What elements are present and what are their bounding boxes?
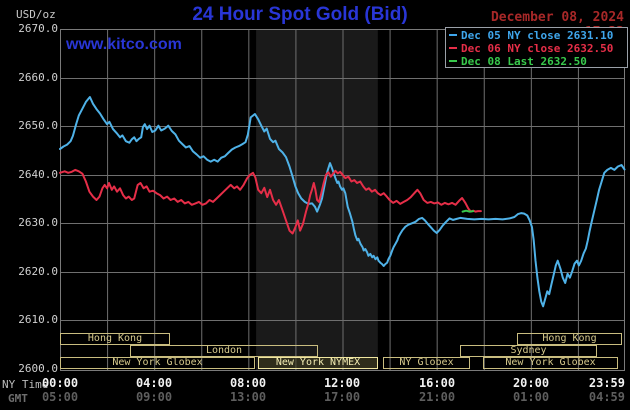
session-box-ny-globex-late: New York Globex [483, 357, 618, 369]
kitco-watermark-link[interactable]: www.kitco.com [66, 36, 182, 53]
ny-time-row-label: NY Time [2, 378, 49, 391]
y-axis-label: 2600.0 [18, 362, 58, 375]
dec06-line-swatch-icon [449, 47, 457, 49]
x-axis-label-ny: 23:59 [588, 376, 625, 390]
legend: Dec 05 NY close 2631.10 Dec 06 NY close … [445, 27, 628, 68]
x-axis-label-ny: 00:00 [41, 376, 79, 390]
x-axis-label-gmt: 05:00 [41, 390, 79, 404]
legend-item-dec05: Dec 05 NY close 2631.10 [446, 29, 627, 42]
session-box-hong-kong-right: Hong Kong [517, 333, 622, 345]
session-box-ny-globex-early: New York Globex [60, 357, 255, 369]
x-axis-label-gmt: 04:59 [588, 390, 625, 404]
dec05-line-swatch-icon [449, 34, 457, 36]
session-box-ny-nymex: New York NYMEX [258, 357, 378, 369]
units-label: USD/oz [16, 8, 56, 21]
x-axis-label-ny: 04:00 [135, 376, 173, 390]
x-axis-label-ny: 20:00 [512, 376, 550, 390]
legend-label: Dec 06 NY close 2632.50 [461, 42, 614, 55]
x-axis-label-ny: 08:00 [229, 376, 267, 390]
session-box-london: London [130, 345, 318, 357]
y-axis-label: 2650.0 [18, 119, 58, 132]
x-axis-label-gmt: 17:00 [323, 390, 361, 404]
y-axis-label: 2630.0 [18, 216, 58, 229]
y-axis-label: 2660.0 [18, 71, 58, 84]
session-box-sydney: Sydney [460, 345, 597, 357]
y-axis-label: 2620.0 [18, 265, 58, 278]
legend-item-dec06: Dec 06 NY close 2632.50 [446, 42, 627, 55]
x-axis-label-gmt: 01:00 [512, 390, 550, 404]
x-axis-label-ny: 12:00 [323, 376, 361, 390]
gmt-row-label: GMT [8, 392, 28, 405]
legend-item-dec08: Dec 08 Last 2632.50 [446, 55, 627, 68]
chart-title: 24 Hour Spot Gold (Bid) [192, 4, 408, 25]
legend-label: Dec 08 Last 2632.50 [461, 55, 587, 68]
y-axis-label: 2610.0 [18, 313, 58, 326]
x-axis-label-gmt: 21:00 [418, 390, 456, 404]
y-axis-label: 2670.0 [18, 22, 58, 35]
x-axis-label-gmt: 13:00 [229, 390, 267, 404]
session-box-ny-globex-mid: NY Globex [383, 357, 470, 369]
legend-label: Dec 05 NY close 2631.10 [461, 29, 614, 42]
session-box-hong-kong-left: Hong Kong [60, 333, 170, 345]
dec08-line-swatch-icon [449, 60, 457, 62]
x-axis-label-gmt: 09:00 [135, 390, 173, 404]
x-axis-label-ny: 16:00 [418, 376, 456, 390]
y-axis-label: 2640.0 [18, 168, 58, 181]
